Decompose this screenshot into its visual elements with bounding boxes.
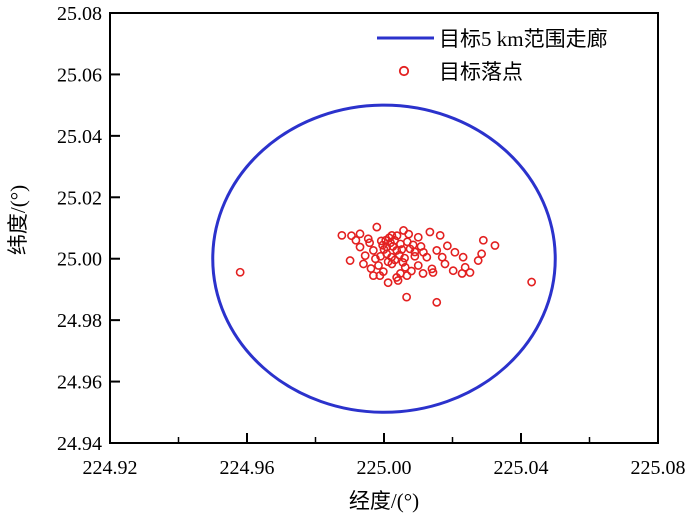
y-axis-major-ticks [110, 12, 120, 444]
impact-point-marker [360, 251, 370, 261]
impact-point-marker [448, 266, 458, 276]
impact-point-marker [379, 245, 389, 254]
impact-point-marker [413, 261, 423, 270]
plot-border [109, 12, 659, 444]
y-axis-tick-labels: 24.94 24.96 24.98 25.00 25.02 25.04 25.06 25.08 [57, 3, 102, 455]
impact-point-marker [410, 247, 420, 257]
impact-point-marker [450, 247, 460, 257]
impact-point-marker [490, 241, 500, 250]
impact-point-marker [397, 245, 407, 254]
impact-point-marker [418, 269, 428, 278]
y-tick-label: 25.04 [57, 126, 102, 148]
impact-point-marker [371, 254, 380, 264]
impact-point-marker [374, 261, 383, 270]
impact-point-marker [368, 246, 378, 255]
impact-point-marker [363, 234, 373, 244]
impact-point-marker [465, 268, 475, 277]
impact-point-marker [372, 222, 382, 232]
x-tick-label: 225.04 [494, 457, 549, 479]
x-axis-tick-labels: 224.92 224.96 225.00 225.04 225.08 [83, 457, 686, 479]
impact-point-marker [458, 252, 468, 262]
impact-point-marker [366, 264, 376, 273]
y-tick-label: 24.98 [57, 310, 102, 332]
impact-point-marker [359, 259, 368, 269]
impact-point-marker [378, 240, 388, 250]
impact-point-marker [235, 267, 245, 277]
legend-corridor-label: 目标5 km范围走廊 [439, 27, 608, 51]
x-tick-label: 225.08 [631, 457, 686, 479]
y-tick-label: 25.02 [57, 187, 102, 209]
impact-point-marker [437, 252, 447, 262]
impact-point-marker [442, 241, 452, 251]
impact-point-marker [478, 235, 488, 245]
x-tick-label: 225.00 [357, 457, 412, 479]
impact-point-marker [402, 292, 412, 302]
impact-point-marker [351, 235, 361, 245]
impact-points-group [235, 222, 537, 307]
impact-point-marker [347, 231, 356, 241]
y-tick-label: 24.94 [57, 433, 102, 455]
impact-point-marker [416, 242, 426, 251]
impact-point-marker [473, 256, 483, 265]
impact-point-marker [457, 269, 467, 278]
impact-point-marker [345, 256, 355, 265]
impact-point-marker [435, 230, 445, 240]
legend-impact-marker-swatch [398, 65, 410, 77]
x-tick-label: 224.92 [83, 457, 138, 479]
x-axis-title: 经度/(°) [349, 489, 419, 513]
y-axis-title: 纬度/(°) [6, 185, 30, 255]
y-tick-label: 25.00 [57, 249, 102, 271]
y-tick-label: 25.06 [57, 64, 102, 86]
impact-point-marker [427, 264, 437, 274]
impact-point-marker [527, 277, 537, 287]
legend-impact-label: 目标落点 [439, 60, 523, 84]
impact-point-marker [383, 257, 393, 267]
impact-point-marker [477, 249, 487, 259]
impact-point-marker [388, 242, 398, 251]
impact-point-marker [428, 268, 438, 277]
impact-point-marker [384, 233, 394, 243]
y-tick-label: 24.96 [57, 372, 102, 394]
impact-point-marker [376, 236, 386, 246]
impact-point-marker [383, 278, 393, 288]
x-axis-minor-ticks [177, 437, 591, 443]
impact-point-marker [376, 251, 385, 261]
y-tick-label: 25.08 [57, 3, 102, 25]
x-tick-label: 224.96 [220, 457, 275, 479]
impact-point-marker [400, 253, 409, 263]
impact-point-marker [410, 251, 420, 261]
impact-point-marker [432, 246, 442, 255]
impact-point-marker [406, 266, 416, 276]
corridor-circle [211, 103, 557, 414]
impact-point-marker [422, 252, 432, 262]
impact-point-marker [365, 238, 375, 248]
impact-point-marker [396, 269, 405, 278]
legend: 目标5 km范围走廊 目标落点 [377, 27, 608, 84]
impact-point-marker [392, 231, 402, 241]
x-axis-major-ticks [109, 433, 659, 443]
impact-point-marker [378, 267, 388, 277]
impact-point-marker [355, 242, 365, 252]
impact-point-marker [337, 230, 347, 240]
impact-point-marker [425, 227, 435, 237]
impact-point-marker [404, 229, 414, 239]
impact-point-marker [432, 297, 442, 307]
impact-point-marker [355, 229, 365, 239]
impact-point-marker [413, 232, 423, 242]
impact-point-marker [398, 257, 408, 267]
impact-point-marker [400, 262, 410, 272]
